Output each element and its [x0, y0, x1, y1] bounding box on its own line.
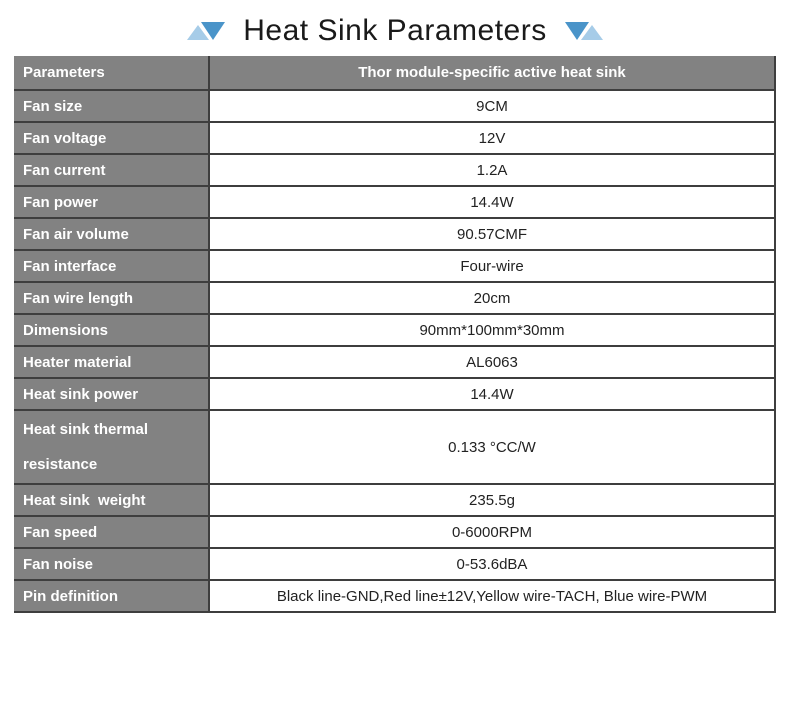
row-label: Heat sink power [14, 377, 210, 411]
row-label: Fan power [14, 185, 210, 219]
table-row: Fan size 9CM [14, 89, 776, 123]
title-right-decoration [564, 22, 603, 40]
row-value: 14.4W [208, 377, 776, 411]
row-label: Fan air volume [14, 217, 210, 251]
row-value: 14.4W [208, 185, 776, 219]
row-value: 1.2A [208, 153, 776, 187]
row-value: Four-wire [208, 249, 776, 283]
row-value: 0.133 °CC/W [208, 409, 776, 485]
row-value: 12V [208, 121, 776, 155]
page-title-bar: Heat Sink Parameters [0, 0, 790, 50]
table-row: Heat sink weight 235.5g [14, 483, 776, 517]
table-row: Dimensions 90mm*100mm*30mm [14, 313, 776, 347]
triangle-up-icon [580, 25, 603, 40]
row-label: Fan noise [14, 547, 210, 581]
title-left-decoration [187, 22, 226, 40]
row-label: Pin definition [14, 579, 210, 613]
row-value: AL6063 [208, 345, 776, 379]
table-row: Fan interface Four-wire [14, 249, 776, 283]
table-header-row: Parameters Thor module-specific active h… [14, 56, 776, 91]
table-row: Heat sink power 14.4W [14, 377, 776, 411]
row-label: Fan size [14, 89, 210, 123]
table-row: Fan voltage 12V [14, 121, 776, 155]
page-title: Heat Sink Parameters [243, 14, 547, 47]
table-row: Pin definition Black line-GND,Red line±1… [14, 579, 776, 613]
table-row: Fan wire length 20cm [14, 281, 776, 315]
row-label: Fan interface [14, 249, 210, 283]
row-label: Heat sink weight [14, 483, 210, 517]
row-label: Fan speed [14, 515, 210, 549]
row-label: Fan voltage [14, 121, 210, 155]
value-column-header: Thor module-specific active heat sink [208, 56, 776, 91]
table-row: Fan speed 0-6000RPM [14, 515, 776, 549]
table-row: Fan power 14.4W [14, 185, 776, 219]
row-label: Fan current [14, 153, 210, 187]
row-value: 235.5g [208, 483, 776, 517]
row-label: Heat sink thermal resistance [14, 409, 210, 485]
row-value: 0-6000RPM [208, 515, 776, 549]
row-value: 90mm*100mm*30mm [208, 313, 776, 347]
row-value: 0-53.6dBA [208, 547, 776, 581]
table-row: Fan air volume 90.57CMF [14, 217, 776, 251]
row-value: 20cm [208, 281, 776, 315]
row-value: 9CM [208, 89, 776, 123]
row-label: Fan wire length [14, 281, 210, 315]
triangle-down-icon [201, 22, 226, 40]
param-column-header: Parameters [14, 56, 210, 91]
table-body: Fan size 9CM Fan voltage 12V Fan current… [14, 89, 776, 613]
row-label: Dimensions [14, 313, 210, 347]
row-value: Black line-GND,Red line±12V,Yellow wire-… [208, 579, 776, 613]
table-row: Heater material AL6063 [14, 345, 776, 379]
table-row: Fan current 1.2A [14, 153, 776, 187]
parameters-table: Parameters Thor module-specific active h… [14, 56, 776, 613]
table-row: Fan noise 0-53.6dBA [14, 547, 776, 581]
row-label: Heater material [14, 345, 210, 379]
table-row: Heat sink thermal resistance 0.133 °CC/W [14, 409, 776, 485]
row-value: 90.57CMF [208, 217, 776, 251]
